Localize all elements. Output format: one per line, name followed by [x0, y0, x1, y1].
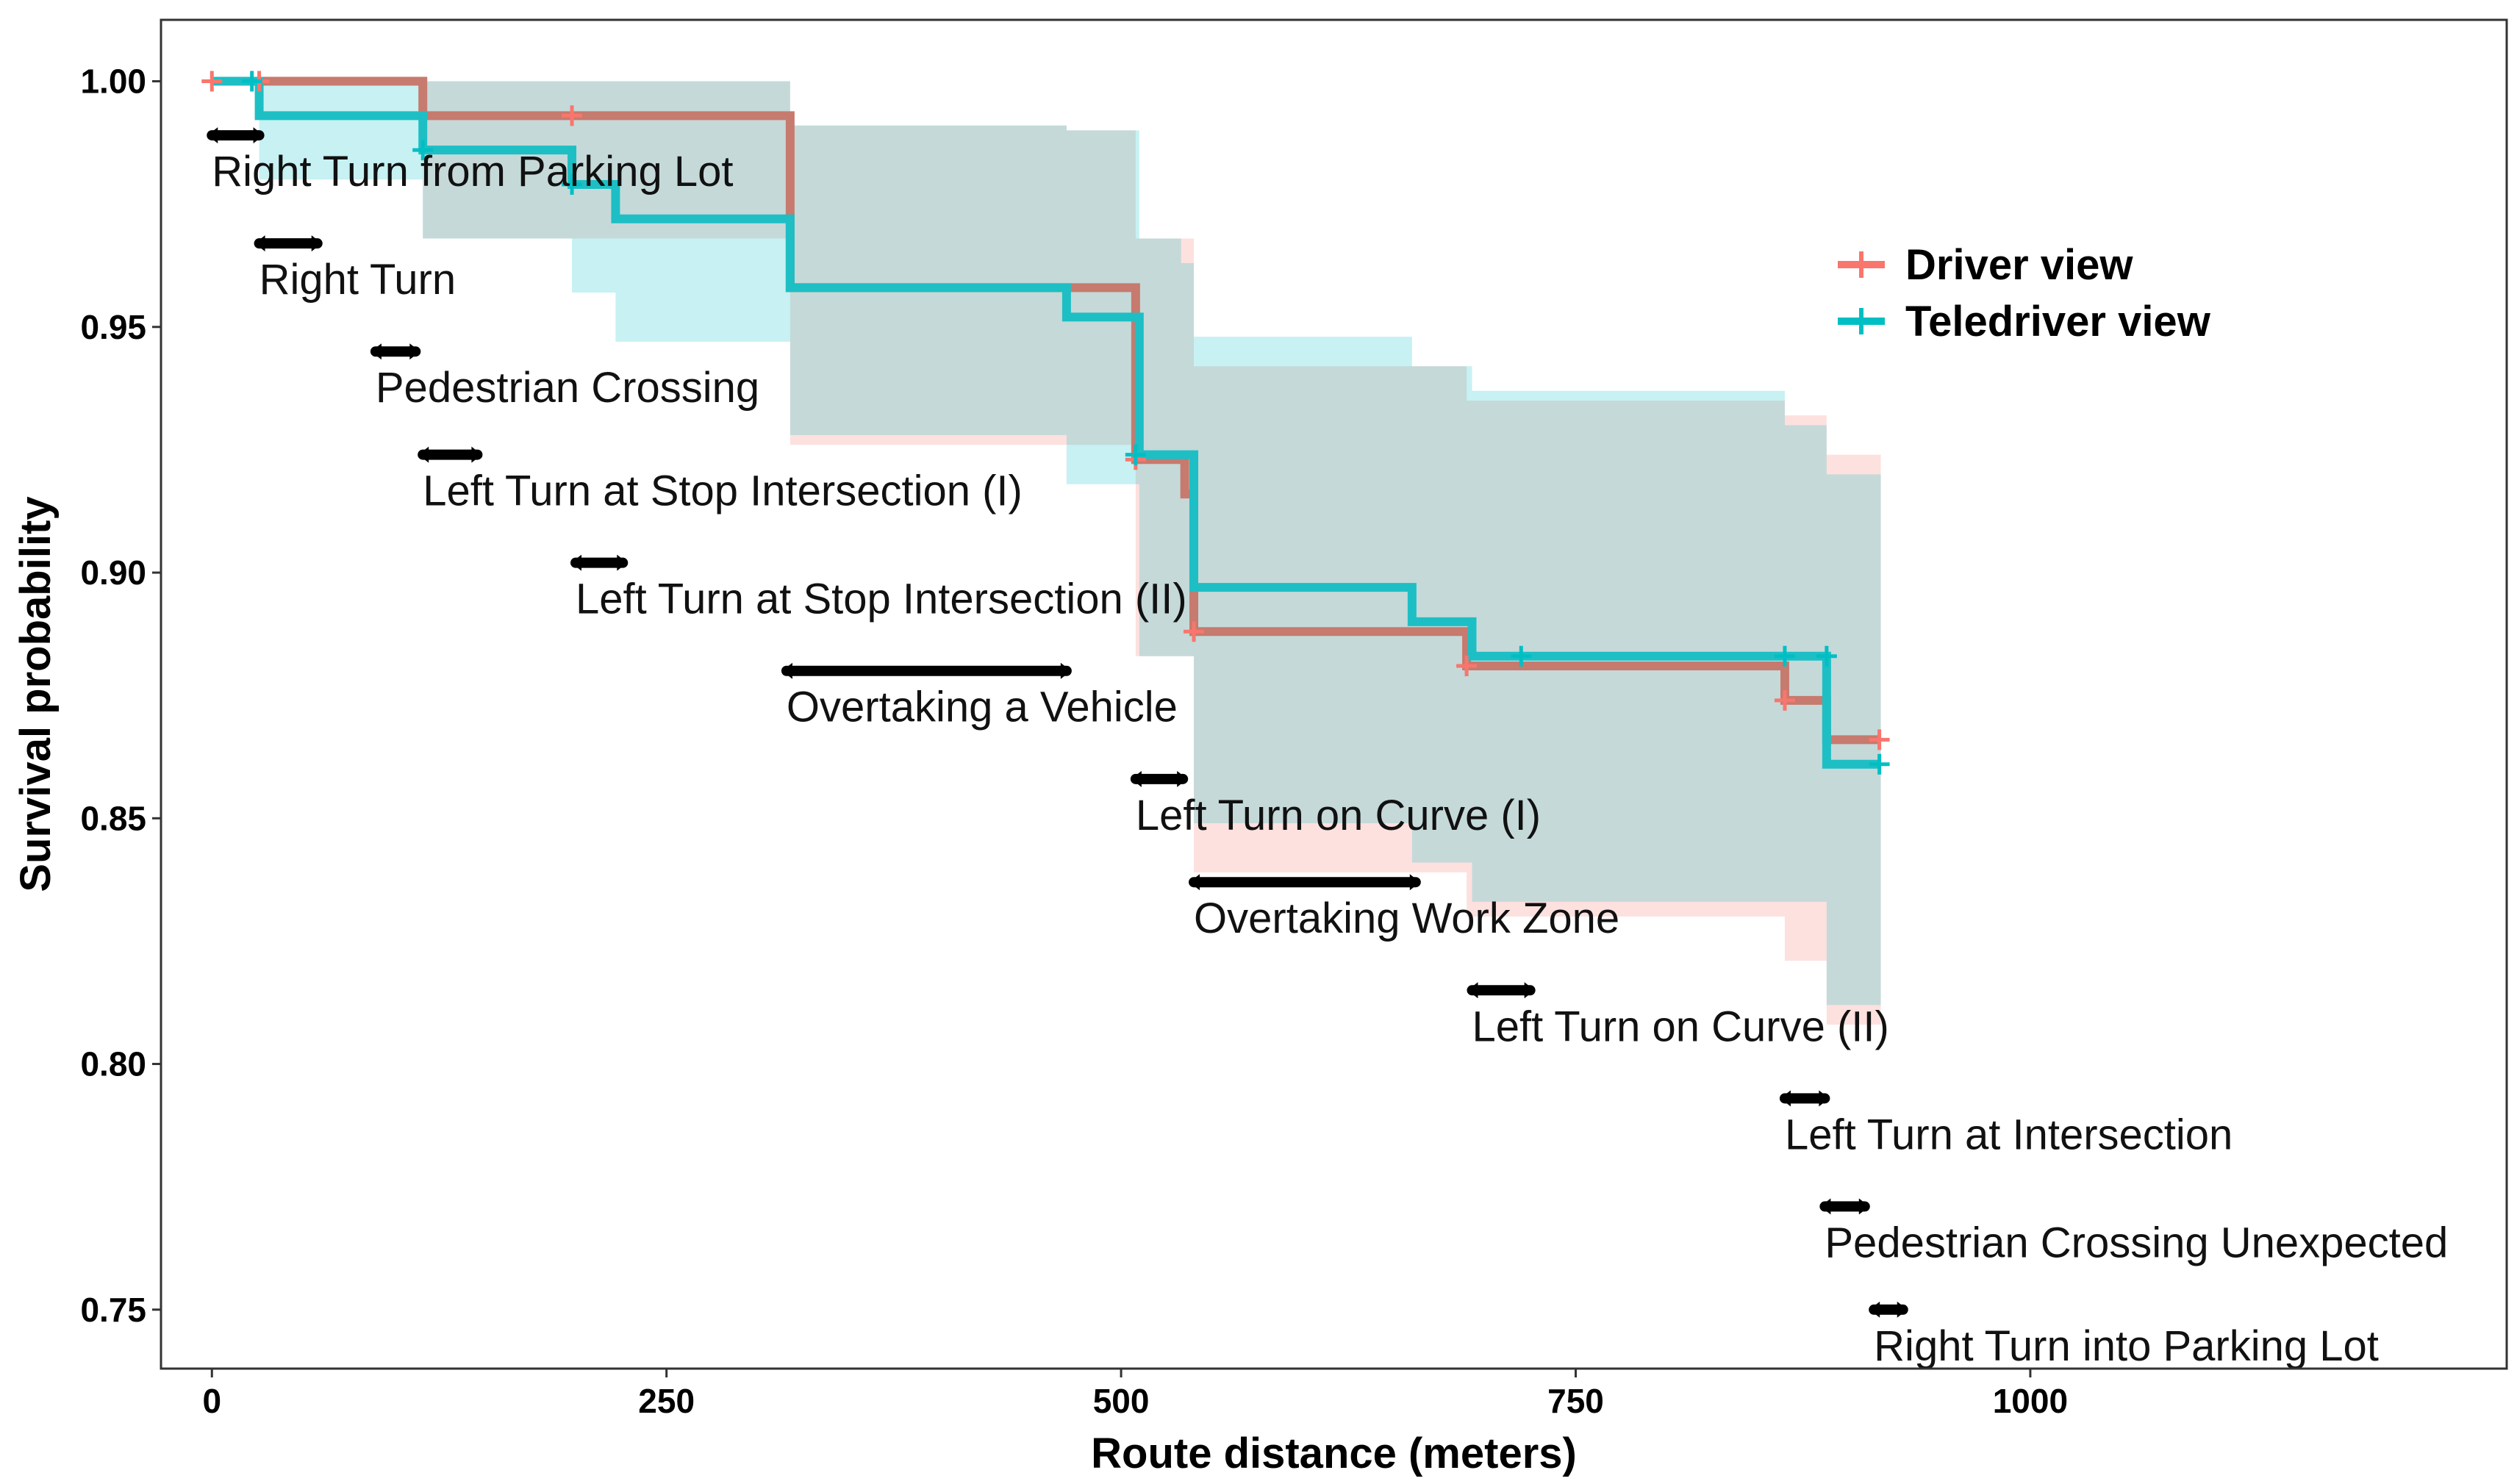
censor-mark-driver: [1869, 729, 1890, 750]
x-axis-title: Route distance (meters): [1091, 1430, 1577, 1477]
censor-mark-driver: [562, 105, 583, 126]
maneuver-label: Left Turn at Intersection: [1785, 1111, 2233, 1158]
censor-mark-teledriver: [1774, 645, 1795, 667]
y-axis: 0.75 0.80 0.85 0.90 0.95 1.00: [80, 62, 161, 1329]
maneuver-annotations: Right Turn from Parking Lot Right Turn Ped…: [207, 127, 2448, 1370]
maneuver-label: Overtaking Work Zone: [1194, 895, 1619, 942]
censor-marks: [201, 71, 1890, 775]
censor-mark-driver: [1184, 621, 1205, 642]
maneuver-bar-arrowheads: [1869, 1301, 1908, 1318]
legend-label: Teledriver view: [1905, 298, 2211, 345]
maneuver-label: Pedestrian Crossing: [376, 364, 759, 412]
y-axis-title: Survival probability: [12, 496, 60, 892]
maneuver-label: Overtaking a Vehicle: [787, 684, 1178, 731]
maneuver-label: Left Turn at Stop Intersection (I): [423, 467, 1023, 515]
censor-mark-teledriver: [1816, 645, 1837, 667]
y-tick-label: 1.00: [80, 62, 146, 101]
censor-mark-teledriver: [412, 140, 434, 161]
maneuver-label: Left Turn on Curve (II): [1472, 1003, 1888, 1050]
censor-mark-driver: [1456, 656, 1478, 677]
maneuver-bar-arrowheads: [1780, 1090, 1830, 1107]
censor-mark-driver: [201, 71, 223, 92]
x-axis: 0 250 500 750 1000: [202, 1369, 2068, 1420]
maneuver-label: Left Turn at Stop Intersection (II): [576, 576, 1187, 623]
censor-mark-teledriver: [1511, 645, 1532, 667]
maneuver-label: Right Turn from Parking Lot: [212, 148, 733, 196]
legend: Driver view Teledriver view: [1838, 241, 2211, 345]
x-tick-label: 750: [1547, 1382, 1604, 1420]
maneuver-bar-arrowheads: [1820, 1198, 1869, 1215]
x-tick-label: 250: [638, 1382, 695, 1420]
x-tick-label: 1000: [1993, 1382, 2068, 1420]
maneuver-label: Pedestrian Crossing Unexpected: [1825, 1219, 2448, 1266]
censor-mark-driver: [1774, 689, 1795, 711]
maneuver-label: Left Turn on Curve (I): [1136, 792, 1541, 839]
ci-band-teledriver: [212, 81, 1881, 1006]
legend-label: Driver view: [1905, 241, 2133, 289]
maneuver-bar-arrowheads: [370, 343, 420, 360]
x-tick-label: 500: [1093, 1382, 1150, 1420]
plot-panel-border: [160, 18, 2508, 1370]
censor-mark-teledriver: [1125, 444, 1146, 465]
y-tick-label: 0.80: [80, 1045, 146, 1083]
censor-mark-teledriver: [241, 71, 262, 92]
y-tick-label: 0.75: [80, 1291, 146, 1329]
confidence-bands: [212, 81, 1881, 1025]
y-tick-label: 0.85: [80, 799, 146, 837]
maneuver-label: Right Turn into Parking Lot: [1874, 1322, 2379, 1370]
y-tick-label: 0.95: [80, 308, 146, 346]
censor-mark-teledriver: [562, 173, 583, 195]
x-tick-label: 0: [202, 1382, 221, 1420]
maneuver-label: Right Turn: [259, 256, 457, 304]
ci-band-driver: [212, 81, 1881, 1025]
y-tick-label: 0.90: [80, 553, 146, 592]
censor-mark-teledriver: [1869, 753, 1890, 775]
